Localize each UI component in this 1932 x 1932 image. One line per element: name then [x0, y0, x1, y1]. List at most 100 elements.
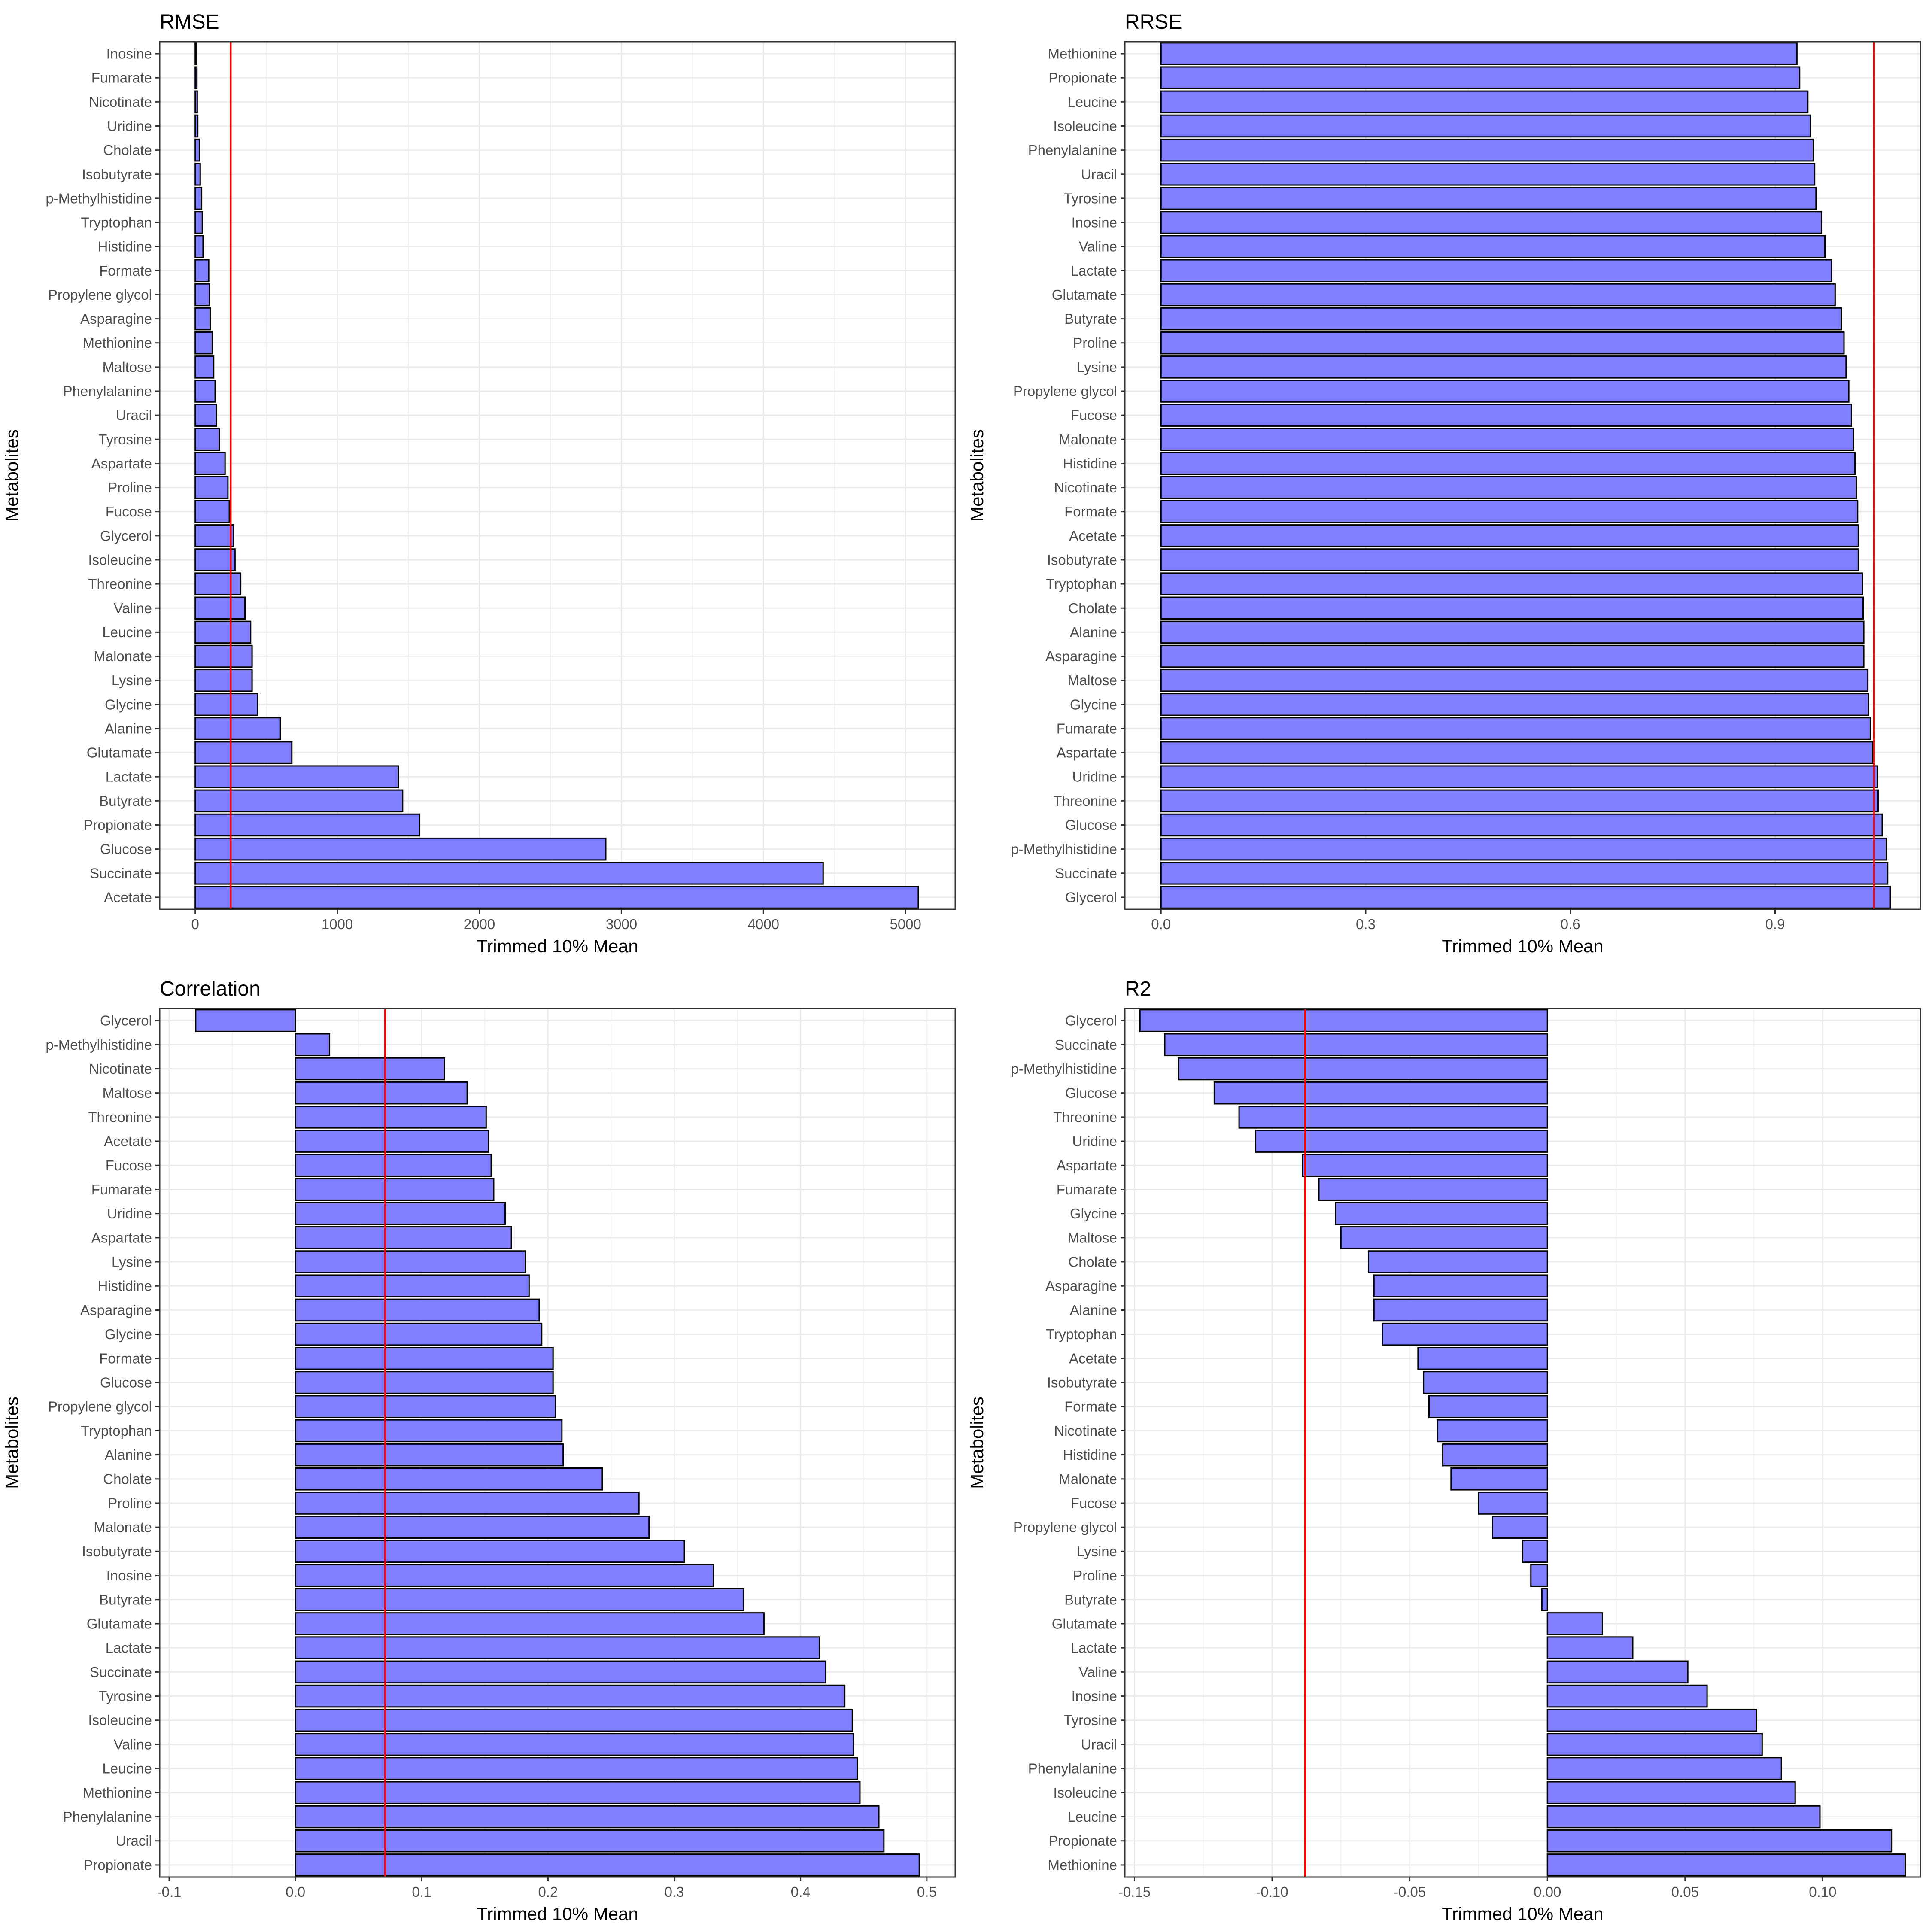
bar-cholate — [295, 1467, 603, 1491]
y-tick-label: Tyrosine — [1063, 190, 1117, 206]
y-tick-label: Lactate — [1071, 263, 1117, 279]
y-tick-label: Succinate — [1055, 1037, 1117, 1053]
bar-asparagine — [1373, 1274, 1548, 1298]
y-tick-label: Acetate — [104, 889, 152, 905]
bar-butyrate — [1541, 1588, 1548, 1611]
bar-histidine — [1160, 452, 1856, 475]
y-tick-label: Methionine — [1048, 46, 1117, 62]
bar-methionine — [1546, 1853, 1906, 1877]
y-tick-label: Propylene glycol — [48, 1399, 152, 1415]
bar-cholate — [194, 138, 200, 162]
y-tick-label: Tryptophan — [1046, 576, 1117, 592]
bar-phenylalanine — [1546, 1757, 1782, 1780]
y-tick-label: Leucine — [102, 624, 152, 640]
bar-methionine — [194, 331, 213, 355]
bar-formate — [1160, 500, 1859, 523]
bar-acetate — [194, 886, 919, 909]
y-tick-label: Tyrosine — [1063, 1712, 1117, 1728]
bar-alanine — [194, 717, 281, 740]
bar-alanine — [295, 1443, 564, 1467]
bar-p-methylhistidine — [1178, 1057, 1548, 1081]
bar-leucine — [1160, 90, 1809, 114]
bar-maltose — [1340, 1226, 1548, 1249]
x-tick-label: 0.00 — [1534, 1884, 1561, 1900]
y-tick-label: Maltose — [102, 1085, 152, 1101]
bar-phenylalanine — [295, 1805, 880, 1829]
y-tick-label: Lysine — [1077, 1543, 1117, 1559]
y-tick-label: Phenylalanine — [63, 1809, 152, 1825]
bar-fumarate — [1160, 717, 1871, 740]
bar-p-methylhistidine — [194, 187, 203, 210]
y-tick-label: Formate — [1064, 504, 1117, 519]
y-tick-label: Propionate — [1048, 70, 1117, 86]
y-tick-label: Tryptophan — [81, 215, 152, 231]
y-tick-label: Aspartate — [1057, 745, 1117, 761]
bar-tryptophan — [1382, 1322, 1548, 1346]
y-tick-label: Nicotinate — [1054, 1423, 1117, 1439]
bar-histidine — [1442, 1443, 1548, 1467]
r2-panel-border — [1124, 1008, 1921, 1878]
bar-acetate — [1417, 1347, 1548, 1370]
bar-glycine — [1335, 1202, 1548, 1225]
y-tick-label: Glycine — [105, 1326, 152, 1342]
y-tick-label: Aspartate — [91, 456, 152, 471]
bar-isobutyrate — [1423, 1371, 1548, 1394]
bar-leucine — [194, 620, 252, 644]
y-tick-label: Phenylalanine — [1028, 142, 1117, 158]
y-tick-label: Uracil — [116, 407, 152, 423]
x-tick-label: 0.05 — [1671, 1884, 1699, 1900]
y-tick-label: Aspartate — [91, 1230, 152, 1245]
y-tick-label: Succinate — [90, 1664, 152, 1680]
y-tick-label: Fucose — [1071, 407, 1117, 423]
bar-glycine — [1160, 693, 1869, 716]
x-axis-label: Trimmed 10% Mean — [477, 936, 638, 956]
bar-glucose — [1160, 813, 1883, 837]
bar-proline — [1160, 331, 1845, 355]
bar-isobutyrate — [295, 1540, 685, 1563]
y-tick-label: Glycerol — [100, 1013, 152, 1029]
bar-asparagine — [1160, 644, 1865, 668]
y-tick-label: Threonine — [1053, 793, 1117, 809]
y-tick-label: Formate — [99, 263, 152, 279]
bar-butyrate — [194, 789, 404, 813]
bar-formate — [295, 1347, 554, 1370]
bar-methionine — [295, 1781, 861, 1804]
y-tick-label: Histidine — [97, 1278, 152, 1294]
y-tick-label: Phenylalanine — [1028, 1761, 1117, 1777]
y-tick-label: Inosine — [106, 1567, 152, 1583]
y-tick-label: p-Methylhistidine — [46, 190, 152, 206]
bar-glycerol — [1139, 1009, 1548, 1032]
y-tick-label: Isoleucine — [88, 1712, 152, 1728]
x-tick-label: -0.15 — [1118, 1884, 1151, 1900]
y-tick-label: p-Methylhistidine — [1011, 841, 1117, 857]
y-tick-label: Alanine — [1070, 1302, 1117, 1318]
bar-tyrosine — [295, 1684, 846, 1708]
y-tick-label: Fumarate — [1057, 1182, 1117, 1197]
x-tick-label: 0.10 — [1809, 1884, 1836, 1900]
bar-valine — [295, 1733, 854, 1756]
bar-histidine — [194, 235, 204, 258]
y-tick-label: Acetate — [1069, 528, 1117, 544]
bar-alanine — [1160, 620, 1865, 644]
bar-alanine — [1373, 1298, 1548, 1322]
y-tick-label: Propionate — [83, 817, 152, 833]
y-tick-label: Cholate — [103, 142, 152, 158]
bar-tryptophan — [1160, 572, 1863, 595]
bar-asparagine — [295, 1298, 540, 1322]
y-tick-label: Methionine — [83, 335, 152, 351]
bar-proline — [194, 476, 229, 499]
rmse-panel-border — [159, 41, 956, 910]
bar-malonate — [1450, 1467, 1548, 1491]
x-tick-label: 5000 — [890, 916, 921, 932]
y-tick-label: Malonate — [1059, 431, 1117, 447]
bar-uracil — [1160, 163, 1816, 186]
y-axis-label: Metabolites — [2, 1397, 22, 1489]
bar-maltose — [1160, 668, 1869, 692]
y-tick-label: Glycine — [1070, 1206, 1117, 1221]
bar-butyrate — [295, 1588, 744, 1611]
y-tick-label: Butyrate — [99, 793, 152, 809]
y-tick-label: Formate — [99, 1350, 152, 1366]
bar-proline — [295, 1492, 640, 1515]
rrse-title: RRSE — [1125, 11, 1182, 33]
y-axis-label: Metabolites — [967, 429, 987, 522]
